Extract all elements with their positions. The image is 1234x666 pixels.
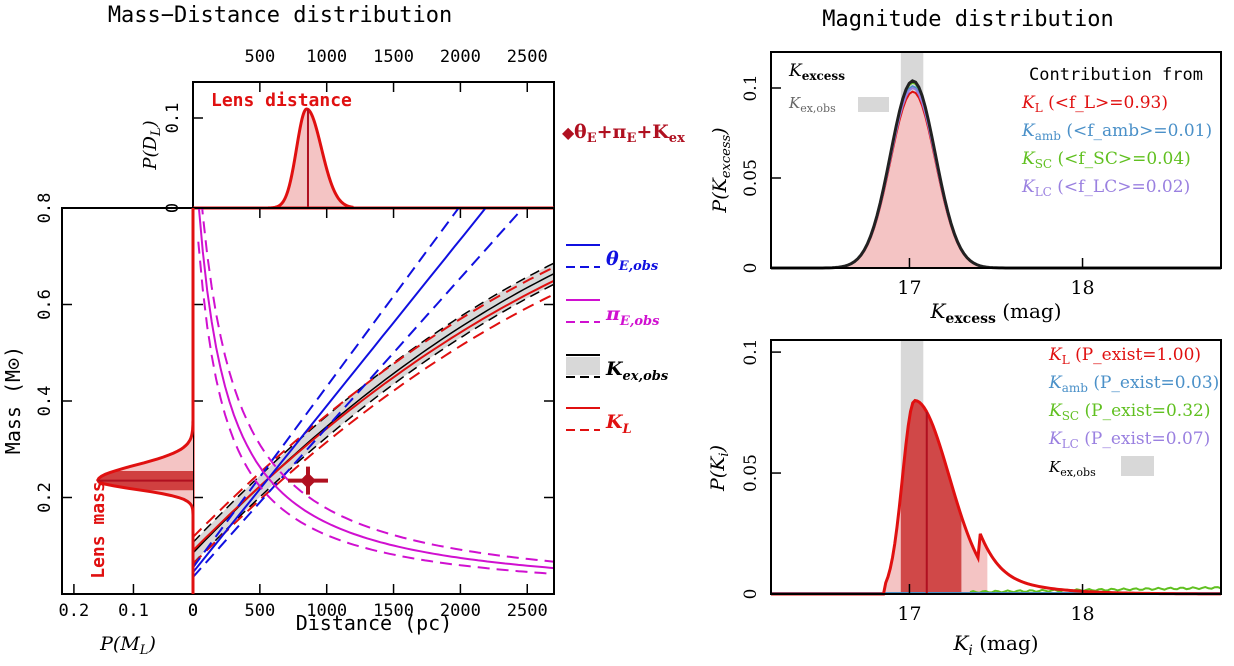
k-i-xlabel: Ki (mag) [952,631,1038,659]
ki-ytick-label: 0 [741,589,761,600]
dist-top-tick-label: 1000 [306,47,347,67]
thetaE-upper [193,208,460,569]
dist-top-tick-label: 2000 [440,47,481,67]
legend-kexobs-swatch-2 [1121,456,1154,476]
lens-mass-frame [61,207,194,595]
kex-kl-fill [822,91,1014,268]
lens-distance-annotation: Lens distance [211,90,352,111]
mass-distance-legend: θE,obs πE,obs Kex,obs KL [566,244,669,437]
md-ytick-label: 0.8 [35,193,55,224]
lens-mass-annotation: Lens mass [88,481,109,579]
k-excess-left-legend: Kexcess Kex,obs [788,61,889,115]
piE-upper [201,208,554,563]
md-xtick-label: 2000 [440,601,481,621]
thetaE-line [193,208,487,573]
k-excess-panel: 17 18 0 0.05 0.1 Kexcess (mag) P(Kexcess) Ke… [709,51,1222,327]
lens-distance-fill [259,109,354,208]
md-xtick-label: 1500 [373,601,414,621]
legend-kex-swatch [566,357,600,375]
lens-mass-panel: 0.2 0.1 0 Lens mass P(ML) [59,207,198,658]
md-ytick-label: 0.2 [35,482,55,513]
piE-lower [197,241,554,575]
piE-line [197,208,554,570]
dist-top-tick-label: 2500 [507,47,548,67]
legend-contribution: KSC (<f_SC>=0.04) [1021,149,1191,171]
ki-xtick-label: 17 [897,603,921,625]
dist-top-tick-label: 500 [244,47,275,67]
legend-existence: KL (P_exist=1.00) [1048,345,1201,367]
legend-kexobs-swatch-1 [858,97,889,112]
right-title: Magnitude distribution [822,7,1113,32]
k-excess-frame [770,51,1222,269]
legend-contribution: KL (<f_L>=0.93) [1021,93,1168,115]
dist-ytick-label: 0.1 [163,103,183,134]
legend-label: Kex,obs [605,358,669,384]
lens-distance-ylabel: P(DL) [140,120,164,170]
k-i-panel: 17 18 0 0.05 0.1 Ki (mag) P(Ki) Kex,obs KL (… [707,339,1222,659]
md-ytick-label: 0.6 [35,289,55,320]
kl-line [193,279,554,552]
k-excess-xlabel: Kexcess (mag) [929,299,1061,327]
lens-mass-xlabel: P(ML) [99,633,156,658]
mass-xtick-label: 0.1 [118,601,149,621]
side-label-text: θE+πE+Kex [574,121,685,146]
legend-existence: Kamb (P_exist=0.03) [1048,373,1219,395]
ki-xtick-label: 18 [1070,603,1094,625]
legend-label: πE,obs [605,303,660,329]
kl-lower [193,293,554,565]
mass-distance-frame [192,207,555,595]
legend-kexobs-1: Kex,obs [788,94,836,115]
kex-xtick-label: 17 [897,277,921,299]
md-xtick-label: 1000 [306,601,347,621]
mass-distance-panel: 0 500 1000 1500 2000 2500 0.2 0.4 0.6 0.8 Distanc… [1,193,669,635]
mass-xtick-label: 0.2 [59,601,90,621]
bestfit-point [299,472,316,489]
md-xtick-label: 2500 [507,601,548,621]
dist-top-tick-label: 1500 [373,47,414,67]
kex-ytick-label: 0 [741,263,761,274]
kex-ytick-label: 0.1 [741,74,761,101]
md-xtick-label: 0 [188,601,198,621]
mass-xtick-label: 0 [188,601,198,621]
ki-ytick-label: 0.05 [741,454,761,492]
best-fit-marker [287,466,328,495]
ki-band-fill [900,400,962,594]
md-ytick-label: 0.4 [35,386,55,417]
legend-kexcess: Kexcess [788,61,845,83]
md-xtick-label: 500 [244,601,275,621]
left-title: Mass−Distance distribution [108,3,452,28]
side-label-marker: ◆ [562,123,575,142]
legend-title: Contribution from [1029,65,1203,85]
thetaE-lower [193,208,525,578]
ki-ytick-label: 0.1 [741,339,761,366]
k-excess-ylabel: P(Kexcess) [709,127,734,213]
legend-label: θE,obs [606,248,659,274]
k-i-ylabel: P(Ki) [707,445,732,492]
kex-xtick-label: 18 [1070,277,1094,299]
kl-upper [193,266,554,538]
legend-label: KL [605,411,632,437]
mass-distance-xlabel: Distance (pc) [296,611,453,635]
lens-mass-curve [96,208,195,594]
side-label: ◆ θE+πE+Kex [562,121,685,146]
k-i-frame [770,339,1222,595]
kexobs-lower [193,283,554,565]
mass-distance-ylabel: Mass (M⊙) [1,346,25,454]
legend-existence: KLC (P_exist=0.07) [1048,429,1210,451]
legend-contribution: Kamb (<f_amb>=0.01) [1021,121,1212,143]
k-i-existence-legend: Kex,obs KL (P_exist=1.00) Kamb (P_exist=0… [1048,345,1219,479]
kexobs-upper [193,262,554,543]
kexobs-line [193,273,554,554]
lens-mass-fill [97,208,193,594]
k-excess-contribution-legend: Contribution from KL (<f_L>=0.93) Kamb (<… [1021,65,1212,199]
legend-existence: KSC (P_exist=0.32) [1048,401,1210,423]
legend-kexobs-2: Kex,obs [1048,458,1096,479]
kex-ytick-label: 0.05 [741,159,761,197]
legend-contribution: KLC (<f_LC>=0.02) [1021,177,1190,199]
